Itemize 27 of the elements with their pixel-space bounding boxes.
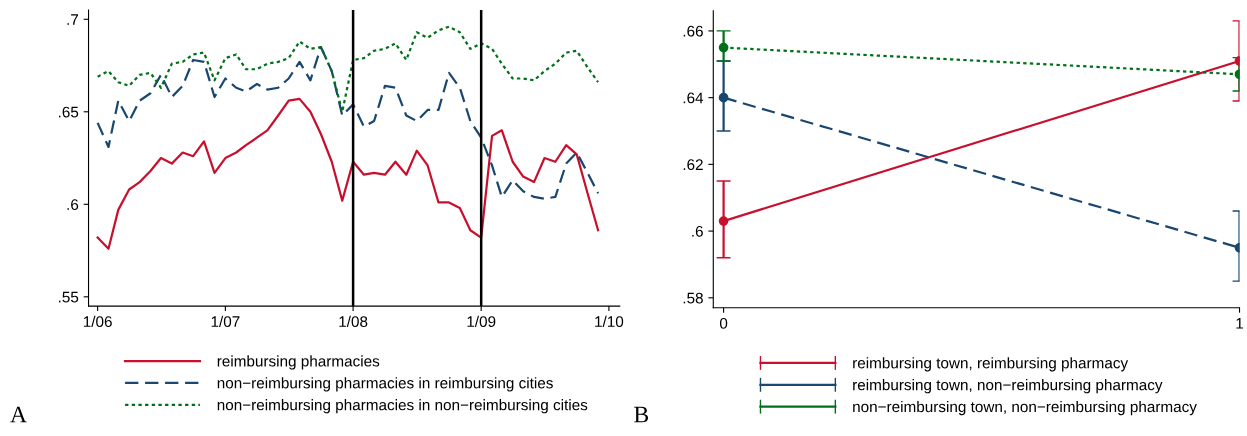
legend-label: non−reimbursing pharmacies in non−reimbursing cities bbox=[217, 399, 588, 414]
line-series bbox=[96, 25, 600, 113]
line-series bbox=[96, 97, 600, 250]
legend-label: non−reimbursing town, non−reimbursing pharmacy bbox=[853, 400, 1197, 416]
y-tick-label: .55 bbox=[58, 291, 79, 303]
x-tick-label: 1/10 bbox=[595, 315, 624, 328]
line-series bbox=[96, 45, 600, 200]
y-tick-label: .65 bbox=[58, 106, 79, 118]
text: B bbox=[634, 406, 649, 423]
y-tick-label: .6 bbox=[67, 199, 79, 210]
x-tick-label: 1 bbox=[1236, 318, 1244, 329]
y-tick-label: .66 bbox=[683, 25, 703, 37]
y-tick-label: .64 bbox=[683, 92, 704, 104]
x-tick-label: 1/08 bbox=[339, 315, 368, 328]
y-tick-label: .62 bbox=[683, 159, 703, 171]
x-tick-label: 1/07 bbox=[211, 315, 240, 328]
y-tick-label: .58 bbox=[683, 292, 703, 304]
legend-label: reimbursing town, reimbursing pharmacy bbox=[853, 357, 1129, 372]
text: A bbox=[10, 406, 27, 423]
legend-label: non−reimbursing pharmacies in reimbursing cities bbox=[217, 377, 553, 392]
legend-label: reimbursing town, non−reimbursing pharmacy bbox=[853, 379, 1163, 394]
y-tick-label: .6 bbox=[692, 225, 703, 237]
x-tick-label: 1/09 bbox=[467, 315, 496, 328]
x-tick-label: 0 bbox=[719, 317, 728, 329]
legend-label: reimbursing pharmacies bbox=[217, 355, 380, 370]
x-tick-label: 1/06 bbox=[83, 315, 112, 328]
y-tick-label: .7 bbox=[67, 14, 79, 25]
